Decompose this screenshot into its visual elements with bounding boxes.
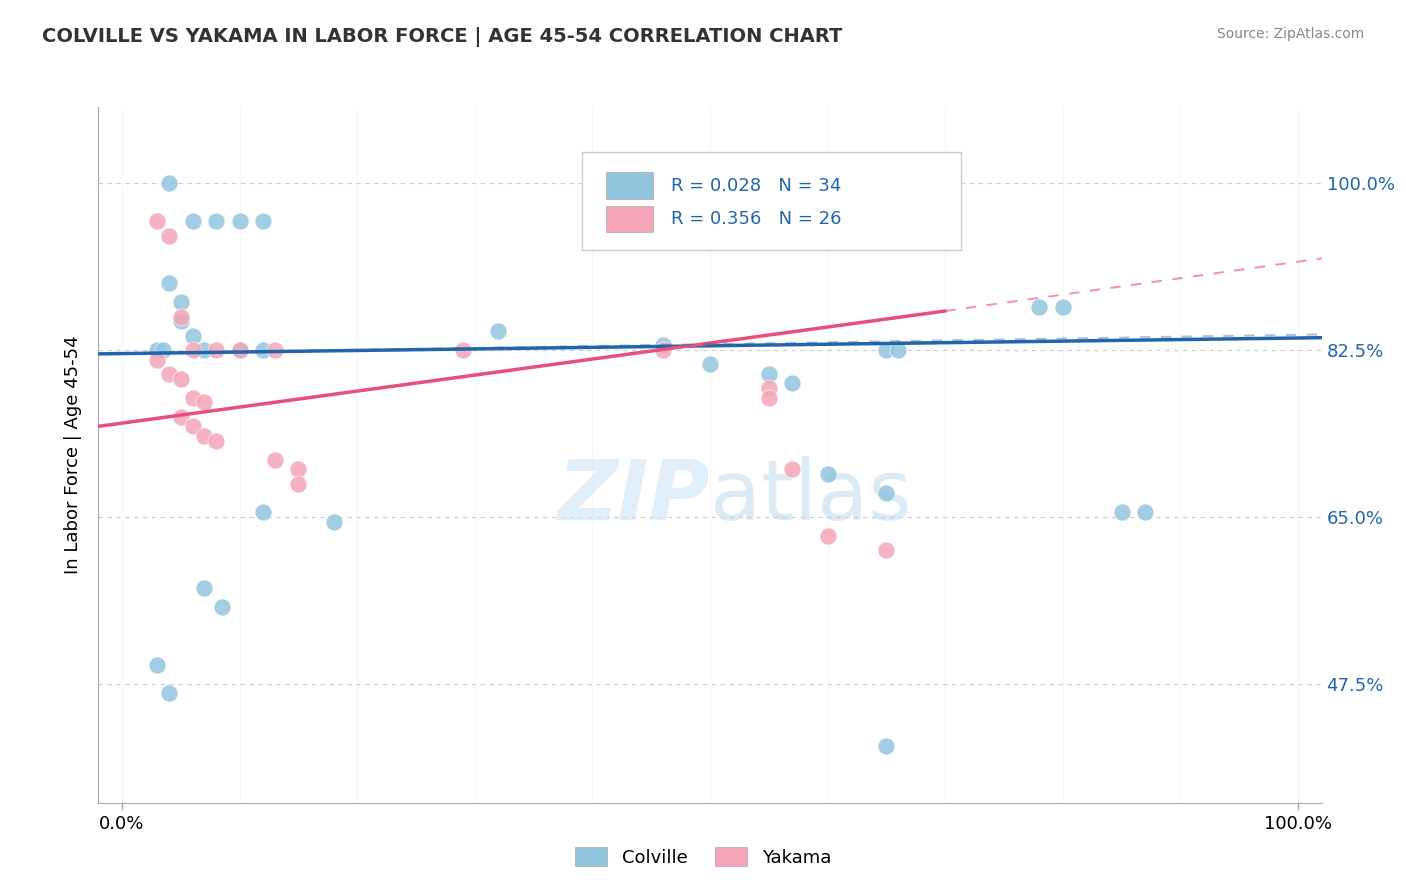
Point — [1028, 300, 1050, 314]
Point — [322, 515, 344, 529]
Text: COLVILLE VS YAKAMA IN LABOR FORCE | AGE 45-54 CORRELATION CHART: COLVILLE VS YAKAMA IN LABOR FORCE | AGE … — [42, 27, 842, 46]
Point — [875, 343, 897, 357]
Legend: Colville, Yakama: Colville, Yakama — [568, 840, 838, 874]
Point — [181, 391, 204, 405]
Point — [146, 352, 169, 367]
Point — [181, 343, 204, 357]
Text: Source: ZipAtlas.com: Source: ZipAtlas.com — [1216, 27, 1364, 41]
Point — [193, 582, 215, 596]
Point — [157, 367, 180, 381]
Point — [287, 462, 309, 476]
Text: R = 0.356   N = 26: R = 0.356 N = 26 — [671, 210, 841, 228]
Point — [1135, 505, 1157, 519]
Point — [157, 176, 180, 190]
Text: ZIP: ZIP — [557, 456, 710, 537]
Point — [699, 357, 721, 371]
Point — [652, 338, 675, 352]
Point — [252, 343, 274, 357]
Point — [451, 343, 474, 357]
Point — [193, 343, 215, 357]
Point — [181, 328, 204, 343]
Point — [152, 343, 174, 357]
Point — [146, 657, 169, 672]
Point — [817, 529, 839, 543]
Point — [205, 434, 228, 448]
Point — [157, 277, 180, 291]
Y-axis label: In Labor Force | Age 45-54: In Labor Force | Age 45-54 — [65, 335, 83, 574]
Point — [252, 505, 274, 519]
Point — [287, 476, 309, 491]
Point — [205, 343, 228, 357]
FancyBboxPatch shape — [606, 172, 652, 199]
Point — [263, 452, 285, 467]
Point — [170, 372, 193, 386]
Point — [170, 310, 193, 324]
Point — [758, 381, 780, 395]
Point — [782, 462, 804, 476]
Point — [875, 543, 897, 558]
Point — [146, 214, 169, 228]
Text: atlas: atlas — [710, 456, 911, 537]
Point — [758, 391, 780, 405]
FancyBboxPatch shape — [582, 153, 960, 250]
Point — [170, 295, 193, 310]
Point — [146, 343, 169, 357]
Point — [181, 419, 204, 434]
Point — [205, 214, 228, 228]
FancyBboxPatch shape — [606, 206, 652, 232]
Text: R = 0.028   N = 34: R = 0.028 N = 34 — [671, 177, 841, 194]
Point — [263, 343, 285, 357]
Point — [875, 486, 897, 500]
Point — [252, 214, 274, 228]
Point — [1052, 300, 1074, 314]
Point — [887, 343, 910, 357]
Point — [1111, 505, 1133, 519]
Point — [157, 228, 180, 243]
Point — [228, 214, 250, 228]
Point — [782, 376, 804, 391]
Point — [170, 314, 193, 328]
Point — [486, 324, 509, 338]
Point — [181, 214, 204, 228]
Point — [817, 467, 839, 481]
Point — [875, 739, 897, 753]
Point — [193, 429, 215, 443]
Point — [652, 343, 675, 357]
Point — [758, 367, 780, 381]
Point — [228, 343, 250, 357]
Point — [193, 395, 215, 409]
Point — [170, 409, 193, 424]
Point — [157, 686, 180, 700]
Point — [211, 600, 233, 615]
Point — [228, 343, 250, 357]
